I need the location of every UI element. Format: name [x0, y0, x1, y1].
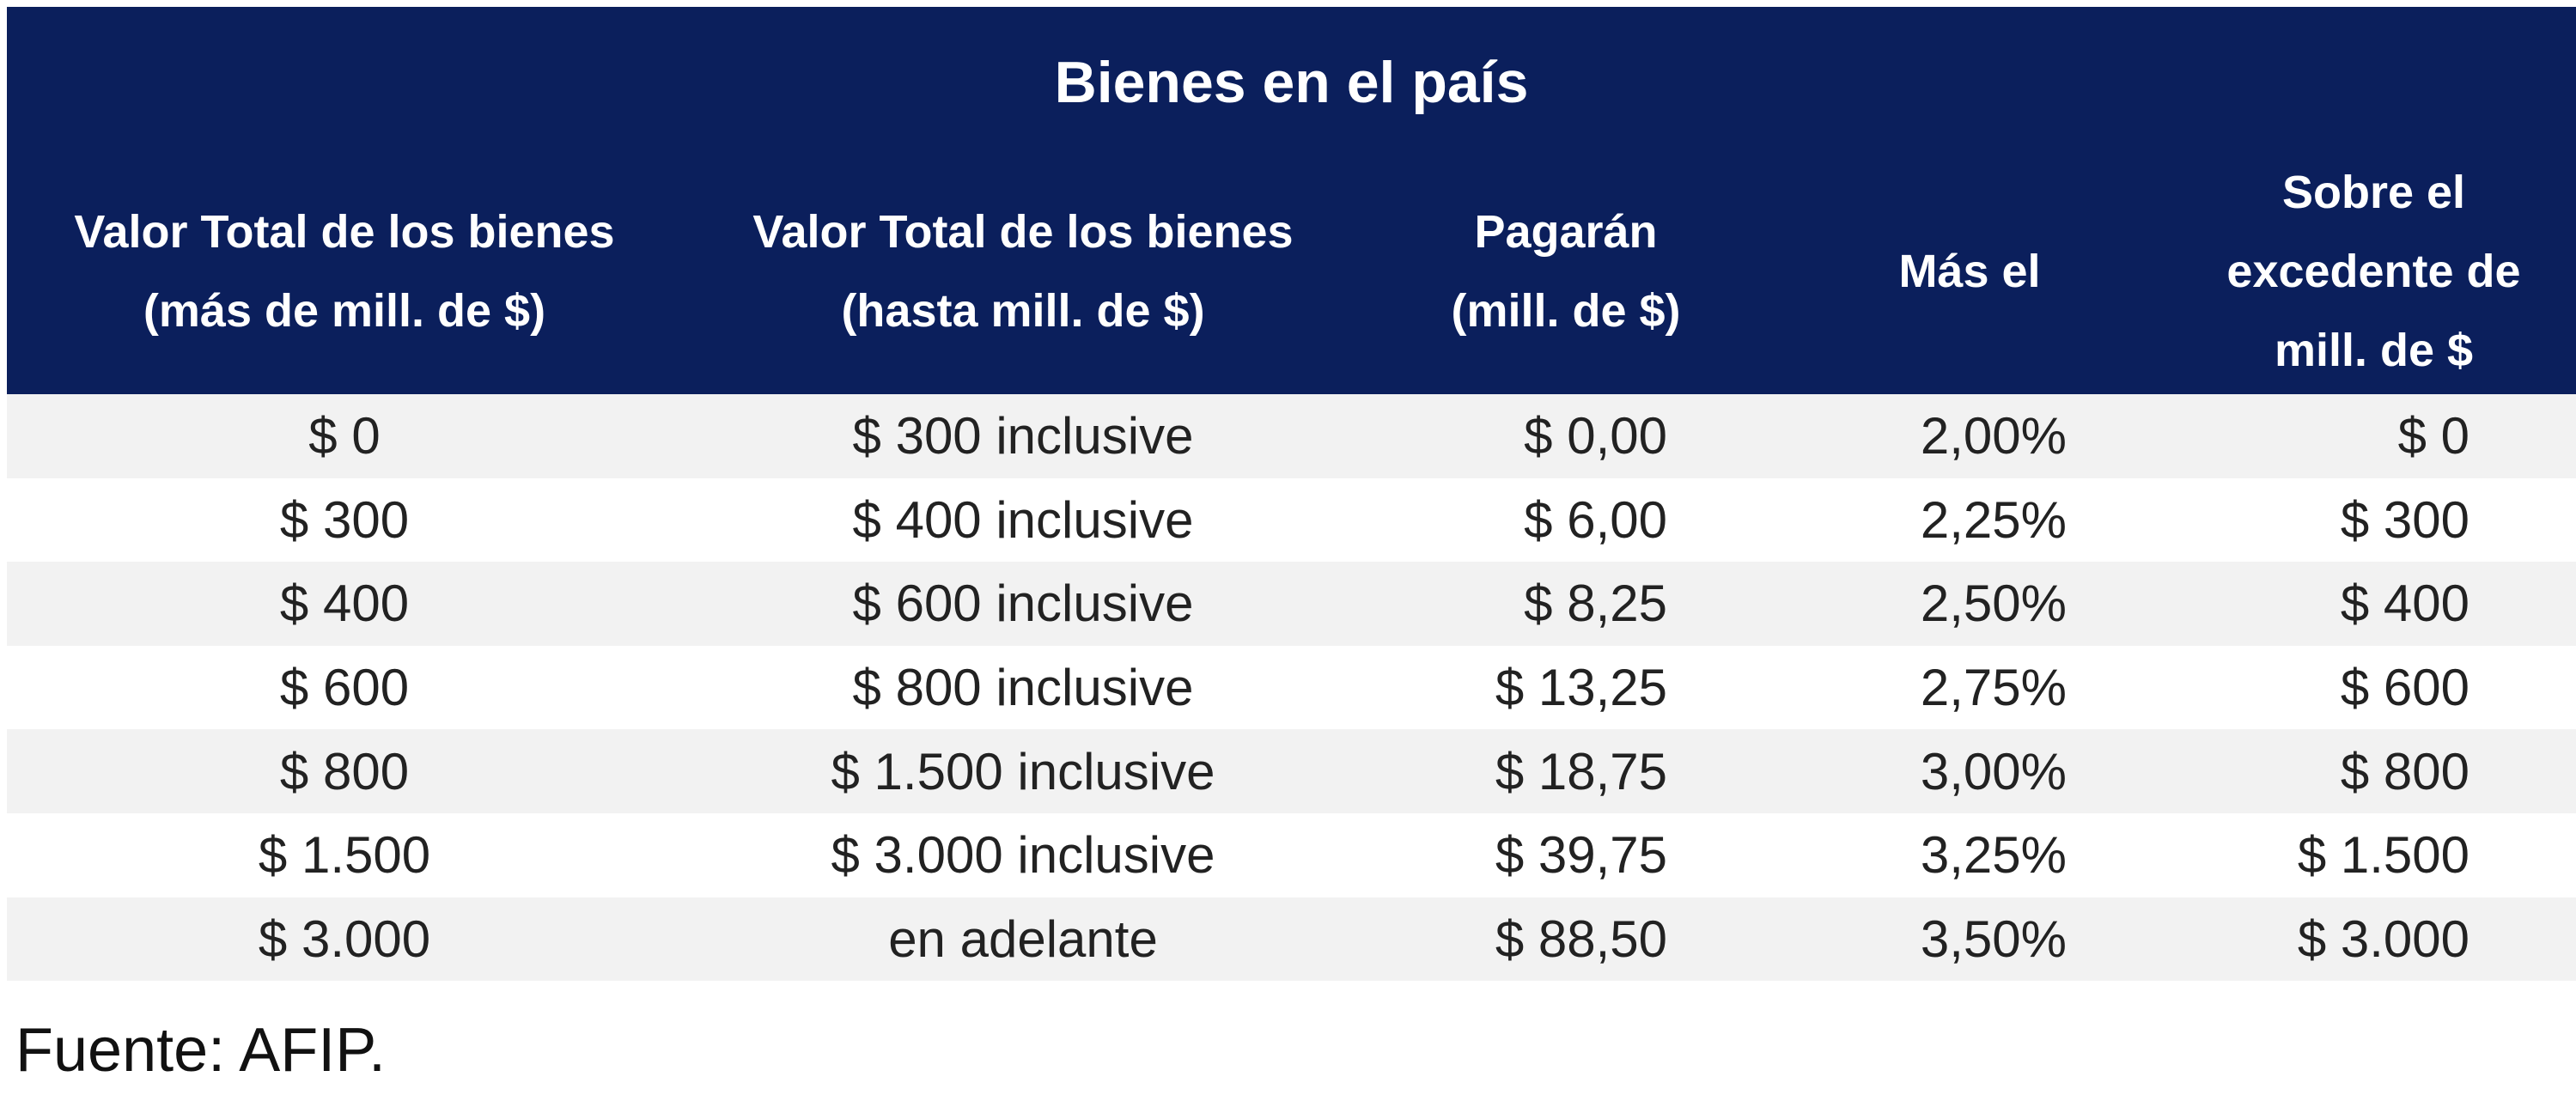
- table-cell: $ 600 inclusive: [852, 575, 1194, 633]
- table-row: $ 1.500 $ 3.000 inclusive $ 39,75 3,25% $ 1.…: [7, 813, 2576, 897]
- table-row: $ 0 $ 300 inclusive $ 0,00 2,00% $ 0: [7, 394, 2576, 478]
- table-cell: $ 300: [279, 490, 410, 549]
- table-cell: 2,00%: [1920, 407, 2067, 465]
- table-cell: 2,25%: [1920, 490, 2067, 549]
- table-cell: $ 400: [2340, 575, 2469, 633]
- table-row: $ 3.000 en adelante $ 88,50 3,50% $ 3.000: [7, 897, 2576, 982]
- header-cell: Más el: [1768, 148, 2171, 394]
- header-line: Valor Total de los bienes: [74, 205, 615, 258]
- table-cell: $ 800: [2340, 742, 2469, 800]
- table-cell: $ 300 inclusive: [852, 407, 1194, 465]
- header-row: Valor Total de los bienes (más de mill. d…: [7, 148, 2576, 394]
- table-cell: $ 18,75: [1495, 742, 1667, 800]
- table-cell: en adelante: [888, 909, 1158, 968]
- table-cell: $ 300: [2340, 490, 2469, 549]
- table-body: $ 0 $ 300 inclusive $ 0,00 2,00% $ 0 $ 300 $ 4…: [7, 394, 2576, 982]
- table-cell: $ 88,50: [1495, 909, 1667, 968]
- table-cell: $ 13,25: [1495, 659, 1667, 717]
- header-line: Valor Total de los bienes: [752, 205, 1294, 258]
- table-cell: $ 600: [279, 659, 410, 717]
- table-cell: $ 0: [2397, 407, 2469, 465]
- table-cell: $ 0: [308, 407, 381, 465]
- header-cell: Sobre el excedente de mill. de $: [2171, 148, 2576, 394]
- table-cell: $ 6,00: [1524, 490, 1667, 549]
- table-row: $ 800 $ 1.500 inclusive $ 18,75 3,00% $ 800: [7, 729, 2576, 813]
- table-cell: $ 3.000 inclusive: [831, 826, 1215, 885]
- table-row: $ 300 $ 400 inclusive $ 6,00 2,25% $ 300: [7, 478, 2576, 563]
- table-title: Bienes en el país: [7, 7, 2576, 148]
- table-row: $ 400 $ 600 inclusive $ 8,25 2,50% $ 400: [7, 562, 2576, 646]
- header-cell: Valor Total de los bienes (hasta mill. de…: [682, 148, 1364, 394]
- table-cell: $ 1.500: [258, 826, 431, 885]
- table-cell: $ 39,75: [1495, 826, 1667, 885]
- table-cell: $ 400: [279, 575, 410, 633]
- header-cell: Pagarán (mill. de $): [1364, 148, 1768, 394]
- table-cell: $ 600: [2340, 659, 2469, 717]
- header-line: Sobre el: [2281, 166, 2466, 218]
- header-line: Más el: [1898, 245, 2041, 297]
- table: Bienes en el país Valor Total de los bie…: [7, 7, 2576, 982]
- header-line: excedente de: [2226, 245, 2521, 297]
- header-cell: Valor Total de los bienes (más de mill. d…: [7, 148, 682, 394]
- header-line: (hasta mill. de $): [841, 284, 1205, 337]
- header-line: (más de mill. de $): [143, 284, 546, 337]
- table-cell: 3,00%: [1920, 742, 2067, 800]
- header-line: mill. de $: [2274, 324, 2474, 376]
- table-cell: $ 1.500: [2297, 826, 2469, 885]
- table-cell: $ 800: [279, 742, 410, 800]
- table-row: $ 600 $ 800 inclusive $ 13,25 2,75% $ 600: [7, 646, 2576, 730]
- table-cell: 2,75%: [1920, 659, 2067, 717]
- header-line: Pagarán: [1474, 205, 1658, 258]
- table-cell: 2,50%: [1920, 575, 2067, 633]
- table-cell: 3,50%: [1920, 909, 2067, 968]
- table-cell: $ 0,00: [1524, 407, 1667, 465]
- table-cell: $ 800 inclusive: [852, 659, 1194, 717]
- table-cell: $ 8,25: [1524, 575, 1667, 633]
- header-line: (mill. de $): [1451, 284, 1681, 337]
- table-cell: 3,25%: [1920, 826, 2067, 885]
- table-cell: $ 1.500 inclusive: [831, 742, 1215, 800]
- table-cell: $ 3.000: [258, 909, 431, 968]
- table-cell: $ 400 inclusive: [852, 490, 1194, 549]
- table-cell: $ 3.000: [2297, 909, 2469, 968]
- source-note: Fuente: AFIP.: [15, 1016, 386, 1085]
